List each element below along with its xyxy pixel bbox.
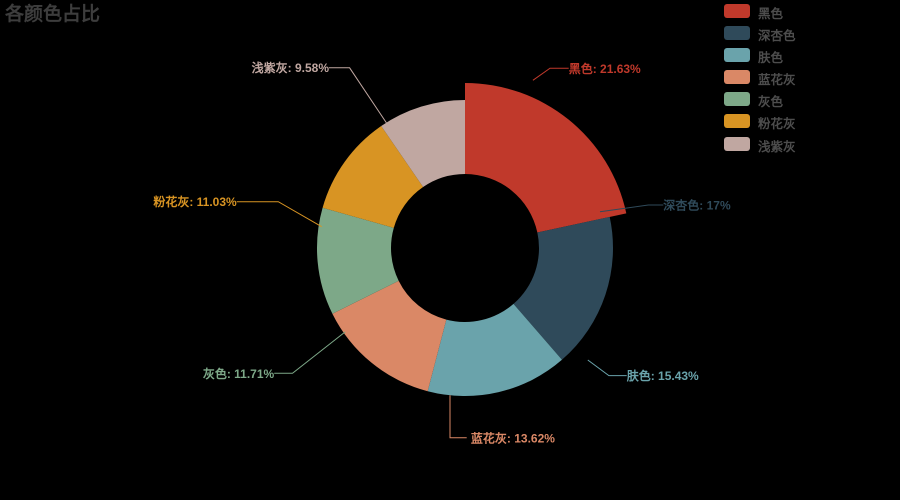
svg-text:灰色: 11.71%: 灰色: 11.71% [203, 366, 275, 381]
svg-text:深杏色: 17%: 深杏色: 17% [663, 198, 731, 213]
svg-text:浅紫灰: 9.58%: 浅紫灰: 9.58% [252, 60, 330, 75]
svg-text:黑色: 21.63%: 黑色: 21.63% [569, 61, 641, 76]
svg-text:粉花灰: 11.03%: 粉花灰: 11.03% [153, 194, 237, 209]
svg-text:蓝花灰: 13.62%: 蓝花灰: 13.62% [471, 430, 555, 445]
svg-text:肤色: 15.43%: 肤色: 15.43% [627, 368, 699, 383]
